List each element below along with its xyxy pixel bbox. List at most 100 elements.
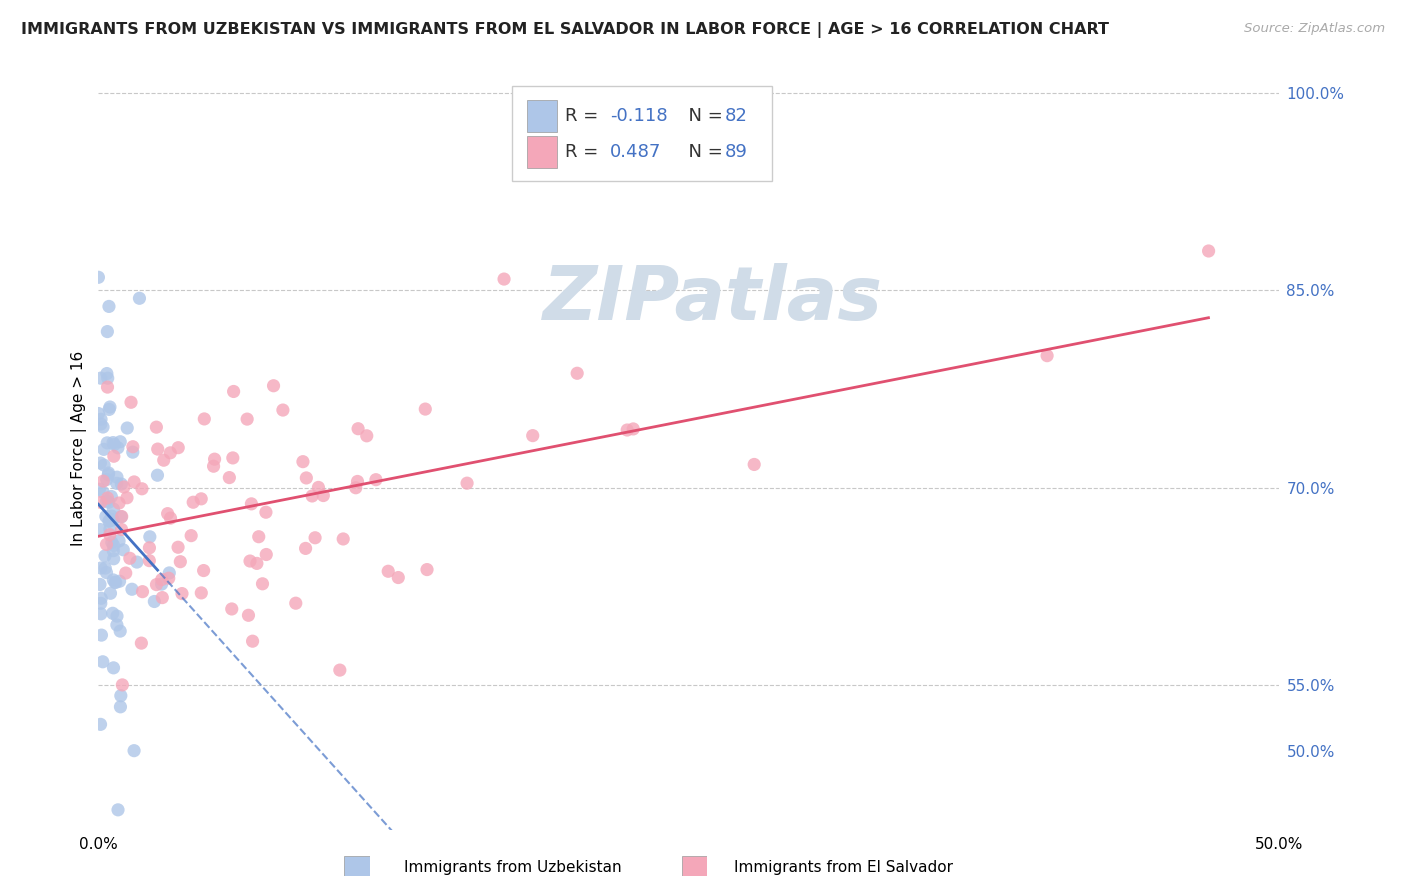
Point <box>138 554 160 568</box>
Point <box>89 523 111 537</box>
Point <box>96 325 118 339</box>
Point <box>98 400 121 414</box>
Point <box>108 496 131 510</box>
Point <box>103 573 125 587</box>
Point <box>96 435 118 450</box>
Point <box>616 423 638 437</box>
Point <box>167 441 190 455</box>
Point <box>146 442 169 456</box>
Point <box>1198 244 1220 258</box>
Point <box>97 466 120 480</box>
Point <box>494 272 516 286</box>
Point <box>101 513 124 527</box>
Point <box>90 561 112 575</box>
Point <box>90 591 112 606</box>
Point <box>100 509 122 524</box>
Point <box>125 555 148 569</box>
Point <box>131 482 153 496</box>
Point <box>304 531 326 545</box>
Text: 0.487: 0.487 <box>610 144 661 161</box>
Point <box>284 596 307 610</box>
Point <box>112 480 135 494</box>
Point <box>90 717 112 731</box>
Point <box>110 477 132 491</box>
Text: N =: N = <box>678 144 728 161</box>
Point <box>87 270 110 285</box>
Point <box>218 470 240 484</box>
Point <box>307 480 329 494</box>
Point <box>91 420 114 434</box>
Point <box>96 566 118 580</box>
Text: ZIPatlas: ZIPatlas <box>543 263 883 336</box>
Point <box>108 574 131 589</box>
Point <box>97 495 120 509</box>
Text: 82: 82 <box>724 107 747 125</box>
Point <box>242 634 264 648</box>
Point <box>131 636 153 650</box>
Point <box>246 557 269 571</box>
Point <box>121 445 143 459</box>
Point <box>742 458 765 472</box>
Point <box>96 491 118 505</box>
Point <box>118 551 141 566</box>
Point <box>105 618 128 632</box>
FancyBboxPatch shape <box>512 86 772 181</box>
Point <box>103 551 125 566</box>
Point <box>96 380 118 394</box>
Point <box>254 548 277 562</box>
Point <box>222 384 245 399</box>
Point <box>456 476 478 491</box>
Point <box>93 458 115 472</box>
Point <box>295 471 318 485</box>
Point <box>204 452 226 467</box>
Point <box>100 586 122 600</box>
Point <box>103 543 125 558</box>
Point <box>87 407 110 421</box>
Point <box>291 455 314 469</box>
Point <box>90 371 112 385</box>
Point <box>170 586 193 600</box>
Point <box>1036 349 1059 363</box>
Point <box>152 453 174 467</box>
Point <box>156 507 179 521</box>
Point <box>115 421 138 435</box>
Point <box>89 577 111 591</box>
Point <box>621 422 644 436</box>
Point <box>346 475 368 489</box>
Point <box>301 489 323 503</box>
Point <box>91 655 114 669</box>
Point <box>150 573 173 587</box>
Point <box>138 541 160 555</box>
Text: Source: ZipAtlas.com: Source: ZipAtlas.com <box>1244 22 1385 36</box>
Point <box>332 532 354 546</box>
Point <box>105 609 128 624</box>
Point <box>222 450 245 465</box>
Point <box>98 522 121 536</box>
Point <box>143 594 166 608</box>
Point <box>100 490 122 504</box>
Point <box>271 403 294 417</box>
Point <box>103 502 125 516</box>
Point <box>146 468 169 483</box>
Point <box>104 575 127 590</box>
Point <box>128 291 150 305</box>
Point <box>167 541 190 555</box>
Point <box>159 446 181 460</box>
Point <box>239 554 262 568</box>
Point <box>93 442 115 457</box>
Point <box>236 412 259 426</box>
Text: R =: R = <box>565 144 605 161</box>
Point <box>387 570 409 584</box>
Point <box>90 495 112 509</box>
Point <box>107 803 129 817</box>
Point <box>96 367 118 381</box>
Point <box>90 628 112 642</box>
Point <box>190 586 212 600</box>
Point <box>145 420 167 434</box>
Text: 89: 89 <box>724 144 747 161</box>
Point <box>377 564 399 578</box>
Text: N =: N = <box>678 107 728 125</box>
Point <box>329 663 352 677</box>
Point <box>110 509 132 524</box>
Point <box>112 542 135 557</box>
